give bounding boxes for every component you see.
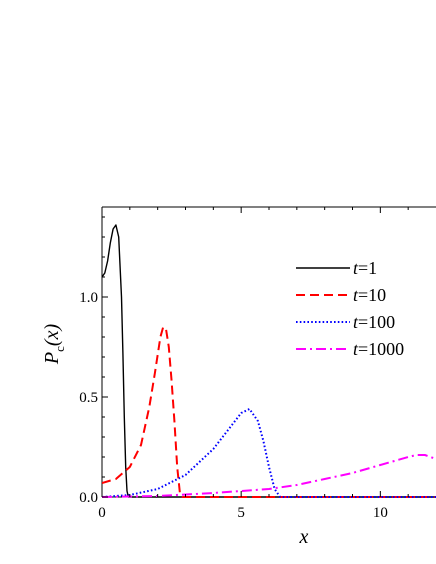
y-axis-label-subscript: c xyxy=(52,346,67,352)
axis-ticks: 0 5 10 0.0 0.5 1.0 xyxy=(79,207,409,521)
series-line-2 xyxy=(102,326,436,498)
axis-labels: x Pc(x) xyxy=(41,324,309,548)
legend-label-1: t=1 xyxy=(353,258,377,278)
y-axis-label-main: P xyxy=(41,352,63,365)
y-axis-label: Pc(x) xyxy=(41,324,67,366)
legend: t=1 t=10 t=100 t=1000 xyxy=(296,258,404,359)
x-tick-label: 10 xyxy=(373,505,388,521)
plot-series xyxy=(102,224,436,498)
x-tick-label: 5 xyxy=(237,505,245,521)
y-tick-label: 0.0 xyxy=(79,490,98,506)
legend-label-4: t=1000 xyxy=(353,339,404,359)
series-line-1 xyxy=(102,224,436,498)
y-tick-label: 0.5 xyxy=(79,390,98,406)
series-line-3 xyxy=(102,408,436,498)
x-tick-label: 0 xyxy=(98,505,106,521)
y-axis-label-arg: (x) xyxy=(41,324,63,347)
legend-label-2: t=10 xyxy=(353,285,386,305)
legend-label-3: t=100 xyxy=(353,312,395,332)
y-tick-label: 1.0 xyxy=(79,290,98,306)
x-axis-label: x xyxy=(299,526,309,548)
